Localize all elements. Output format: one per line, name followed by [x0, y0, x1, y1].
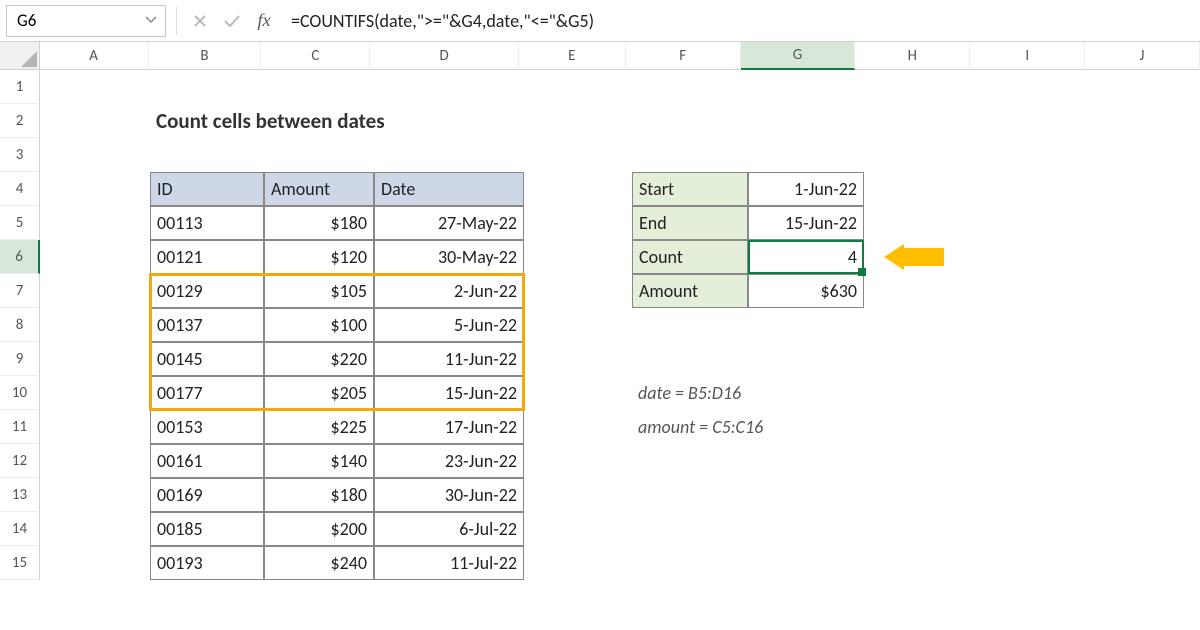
summary-label-start[interactable]: Start [632, 172, 748, 206]
row-header-10[interactable]: 10 [0, 376, 40, 410]
formula-input[interactable]: =COUNTIFS(date,">="&G4,date,"<="&G5) [283, 5, 1194, 37]
row-header-11[interactable]: 11 [0, 410, 40, 444]
table-header-id[interactable]: ID [150, 172, 264, 206]
table-row[interactable]: $140 [264, 444, 374, 478]
table-row[interactable]: 30-Jun-22 [374, 478, 524, 512]
table-row[interactable]: 2-Jun-22 [374, 274, 524, 308]
summary-value-amount[interactable]: $630 [748, 274, 864, 308]
formula-bar: G6 fx =COUNTIFS(date,">="&G4,date,"<="&G… [0, 0, 1200, 42]
spreadsheet-grid: ABCDEFGHIJ 123456789101112131415 Count c… [0, 42, 1200, 580]
table-row[interactable]: 00169 [150, 478, 264, 512]
table-row[interactable]: 23-Jun-22 [374, 444, 524, 478]
table-header-amount[interactable]: Amount [264, 172, 374, 206]
table-row[interactable]: $200 [264, 512, 374, 546]
table-row[interactable]: 17-Jun-22 [374, 410, 524, 444]
page-title[interactable]: Count cells between dates [150, 104, 524, 138]
column-headers: ABCDEFGHIJ [0, 42, 1200, 70]
table-header-date[interactable]: Date [374, 172, 524, 206]
row-headers: 123456789101112131415 [0, 70, 40, 580]
cancel-icon[interactable] [187, 8, 213, 34]
row-header-13[interactable]: 13 [0, 478, 40, 512]
row-header-7[interactable]: 7 [0, 274, 40, 308]
table-row[interactable]: $180 [264, 206, 374, 240]
row-header-14[interactable]: 14 [0, 512, 40, 546]
column-header-B[interactable]: B [149, 42, 262, 70]
row-header-6[interactable]: 6 [0, 240, 40, 274]
row-header-5[interactable]: 5 [0, 206, 40, 240]
column-header-E[interactable]: E [519, 42, 626, 70]
table-row[interactable]: 00121 [150, 240, 264, 274]
chevron-down-icon[interactable] [145, 14, 157, 28]
table-row[interactable]: $225 [264, 410, 374, 444]
confirm-icon[interactable] [219, 8, 245, 34]
column-header-C[interactable]: C [261, 42, 370, 70]
table-row[interactable]: $240 [264, 546, 374, 580]
divider [176, 7, 177, 35]
column-header-H[interactable]: H [855, 42, 970, 70]
table-row[interactable]: 11-Jun-22 [374, 342, 524, 376]
row-header-8[interactable]: 8 [0, 308, 40, 342]
table-row[interactable]: $120 [264, 240, 374, 274]
column-header-J[interactable]: J [1085, 42, 1200, 70]
table-row[interactable]: 30-May-22 [374, 240, 524, 274]
summary-label-count[interactable]: Count [632, 240, 748, 274]
table-row[interactable]: 00129 [150, 274, 264, 308]
summary-label-amount[interactable]: Amount [632, 274, 748, 308]
table-row[interactable]: 00113 [150, 206, 264, 240]
table-row[interactable]: 00193 [150, 546, 264, 580]
row-header-2[interactable]: 2 [0, 104, 40, 138]
table-row[interactable]: $220 [264, 342, 374, 376]
name-box[interactable]: G6 [6, 5, 166, 37]
cells-area[interactable]: Count cells between datesIDAmountDate001… [40, 70, 1200, 580]
select-all-corner[interactable] [0, 42, 40, 70]
summary-label-end[interactable]: End [632, 206, 748, 240]
arrow-icon [884, 244, 944, 275]
row-header-1[interactable]: 1 [0, 70, 40, 104]
fx-icon[interactable]: fx [251, 8, 277, 34]
row-header-15[interactable]: 15 [0, 546, 40, 580]
column-header-G[interactable]: G [741, 42, 856, 70]
table-row[interactable]: $205 [264, 376, 374, 410]
summary-value-end[interactable]: 15-Jun-22 [748, 206, 864, 240]
table-row[interactable]: 00161 [150, 444, 264, 478]
name-box-value: G6 [17, 10, 36, 31]
table-row[interactable]: 15-Jun-22 [374, 376, 524, 410]
row-header-4[interactable]: 4 [0, 172, 40, 206]
column-header-F[interactable]: F [626, 42, 741, 70]
summary-value-start[interactable]: 1-Jun-22 [748, 172, 864, 206]
formula-text: =COUNTIFS(date,">="&G4,date,"<="&G5) [291, 10, 594, 32]
table-row[interactable]: 27-May-22 [374, 206, 524, 240]
row-header-3[interactable]: 3 [0, 138, 40, 172]
table-row[interactable]: $100 [264, 308, 374, 342]
table-row[interactable]: 6-Jul-22 [374, 512, 524, 546]
summary-value-count[interactable]: 4 [748, 240, 864, 274]
column-header-A[interactable]: A [40, 42, 149, 70]
table-row[interactable]: 00153 [150, 410, 264, 444]
row-header-12[interactable]: 12 [0, 444, 40, 478]
table-row[interactable]: 00177 [150, 376, 264, 410]
table-row[interactable]: 5-Jun-22 [374, 308, 524, 342]
row-header-9[interactable]: 9 [0, 342, 40, 376]
column-header-I[interactable]: I [970, 42, 1085, 70]
table-row[interactable]: $180 [264, 478, 374, 512]
named-range-note[interactable]: amount = C5:C16 [632, 410, 980, 444]
table-row[interactable]: 00137 [150, 308, 264, 342]
column-header-D[interactable]: D [370, 42, 519, 70]
table-row[interactable]: 00185 [150, 512, 264, 546]
table-row[interactable]: 00145 [150, 342, 264, 376]
table-row[interactable]: $105 [264, 274, 374, 308]
table-row[interactable]: 11-Jul-22 [374, 546, 524, 580]
named-range-note[interactable]: date = B5:D16 [632, 376, 980, 410]
